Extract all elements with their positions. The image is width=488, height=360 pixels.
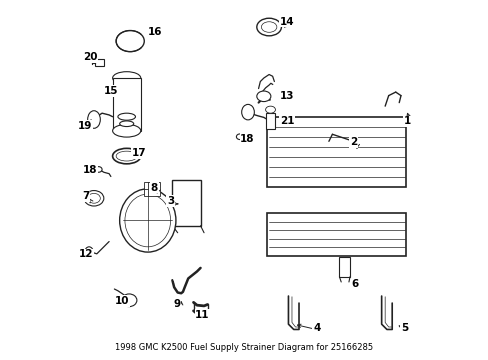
Bar (267, 213, 406, 256)
Text: 18: 18 (240, 134, 254, 144)
Text: 19: 19 (77, 121, 92, 131)
Ellipse shape (261, 22, 276, 32)
Ellipse shape (84, 190, 103, 206)
Ellipse shape (256, 18, 281, 36)
Text: 8: 8 (150, 183, 158, 193)
Text: 16: 16 (148, 27, 163, 37)
Text: 12: 12 (79, 249, 93, 259)
Text: 7: 7 (82, 192, 89, 201)
Ellipse shape (118, 113, 135, 120)
Text: 4: 4 (312, 323, 320, 333)
Text: 15: 15 (103, 86, 118, 96)
Text: 20: 20 (82, 53, 97, 62)
Bar (339, 257, 349, 277)
Text: 10: 10 (115, 296, 129, 306)
Bar (172, 180, 200, 226)
Ellipse shape (265, 106, 275, 113)
Ellipse shape (120, 121, 133, 127)
Text: 18: 18 (82, 165, 97, 175)
Ellipse shape (112, 72, 141, 84)
Bar (266, 113, 275, 129)
Text: 17: 17 (132, 148, 146, 158)
Text: 1: 1 (403, 116, 410, 126)
Ellipse shape (120, 189, 176, 252)
Bar (144, 183, 160, 196)
Bar (95, 59, 103, 66)
Ellipse shape (256, 91, 270, 102)
Text: 13: 13 (279, 91, 294, 101)
Bar (267, 117, 406, 187)
Ellipse shape (236, 134, 243, 140)
Ellipse shape (85, 247, 93, 257)
Ellipse shape (241, 104, 254, 120)
Text: 11: 11 (195, 310, 209, 320)
Ellipse shape (87, 193, 100, 203)
Text: 21: 21 (279, 116, 294, 126)
Text: 3: 3 (167, 196, 174, 206)
Text: 6: 6 (351, 279, 358, 289)
Ellipse shape (121, 294, 137, 307)
Text: 2: 2 (349, 137, 357, 147)
Text: 9: 9 (173, 298, 180, 309)
Text: 5: 5 (400, 323, 407, 333)
Ellipse shape (87, 111, 100, 128)
Ellipse shape (112, 148, 141, 164)
Ellipse shape (116, 151, 137, 161)
Ellipse shape (95, 167, 102, 172)
Ellipse shape (124, 194, 170, 247)
Ellipse shape (112, 125, 141, 137)
Ellipse shape (116, 31, 144, 51)
Bar (112, 78, 141, 131)
Text: 14: 14 (279, 17, 294, 27)
Text: 1998 GMC K2500 Fuel Supply Strainer Diagram for 25166285: 1998 GMC K2500 Fuel Supply Strainer Diag… (115, 343, 373, 352)
